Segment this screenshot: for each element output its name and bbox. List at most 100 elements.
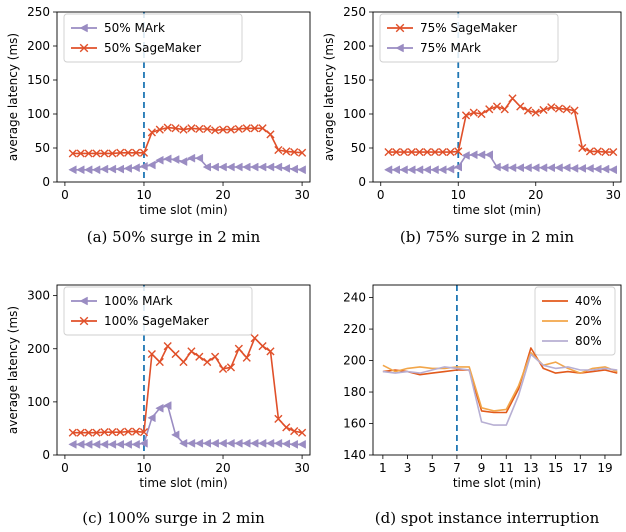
data-point <box>569 163 579 173</box>
data-point <box>163 401 172 411</box>
x-tick-label: 30 <box>294 188 309 202</box>
data-point <box>68 439 77 449</box>
legend-box <box>63 13 243 63</box>
data-point <box>516 102 525 111</box>
data-point <box>186 438 196 448</box>
data-point <box>147 413 156 423</box>
x-tick-label: 0 <box>61 461 69 475</box>
data-point <box>131 163 140 173</box>
x-tick-label: 5 <box>428 461 436 475</box>
data-point <box>226 162 235 172</box>
data-point <box>107 439 117 449</box>
legend-label: 20% <box>575 314 602 328</box>
x-tick-label: 30 <box>606 188 621 202</box>
data-point <box>273 438 283 448</box>
legend-label: 100% MArk <box>104 294 173 308</box>
data-point <box>124 427 133 436</box>
y-tick-label: 100 <box>27 107 50 121</box>
data-point <box>477 109 486 119</box>
data-point <box>99 164 109 174</box>
legend-marker <box>79 23 88 33</box>
data-point <box>281 439 291 449</box>
data-point <box>163 123 172 132</box>
data-point <box>265 438 275 448</box>
legend-box <box>63 286 253 336</box>
y-tick-label: 200 <box>27 39 50 53</box>
data-point <box>523 163 532 173</box>
data-point <box>515 163 524 173</box>
x-tick-label: 15 <box>548 461 563 475</box>
data-point <box>500 105 509 114</box>
data-point <box>407 147 416 157</box>
data-point <box>226 438 235 448</box>
data-point <box>131 148 141 157</box>
y-axis-label: average latency (ms) <box>322 33 336 161</box>
data-point <box>218 364 228 374</box>
y-axis-label: average latency (ms) <box>6 33 20 161</box>
data-point <box>139 161 148 171</box>
x-tick-label: 0 <box>377 188 385 202</box>
data-point <box>186 153 196 163</box>
plot-frame <box>56 11 311 183</box>
data-point <box>454 147 463 156</box>
data-point <box>92 428 101 437</box>
data-point <box>547 103 556 112</box>
y-tick-label: 0 <box>358 175 366 189</box>
data-point <box>407 165 416 175</box>
data-point <box>107 164 117 174</box>
x-tick-label: 17 <box>573 461 588 475</box>
data-point <box>399 165 408 175</box>
data-point <box>92 149 101 158</box>
data-point <box>211 352 220 361</box>
x-tick-label: 13 <box>523 461 538 475</box>
data-point <box>210 438 219 448</box>
x-tick-label: 9 <box>478 461 486 475</box>
data-point <box>290 426 299 436</box>
data-point <box>289 439 298 449</box>
data-point <box>453 162 462 172</box>
data-point <box>485 105 494 114</box>
data-point <box>469 108 478 117</box>
data-point <box>139 438 148 448</box>
data-point <box>171 155 180 164</box>
data-point <box>187 124 196 133</box>
panel-c: 0 100 200 300 0 10 20 30 time slot (min) average … <box>6 284 311 527</box>
data-point <box>258 341 267 351</box>
data-point <box>147 128 156 137</box>
data-point <box>116 428 125 437</box>
series-line <box>382 347 618 414</box>
data-point <box>218 125 228 134</box>
y-tick-label: 140 <box>343 448 366 462</box>
series-line <box>382 351 618 412</box>
data-point <box>155 403 164 413</box>
y-axis-label: average latency (ms) <box>6 306 20 434</box>
y-tick-label: 200 <box>27 342 50 356</box>
data-point <box>187 347 196 356</box>
data-point <box>76 149 85 158</box>
legend-label: 50% SageMaker <box>104 41 201 55</box>
data-point <box>226 125 236 134</box>
legend-label: 75% MArk <box>420 41 481 55</box>
data-point <box>266 347 275 356</box>
data-point <box>139 428 149 437</box>
data-point <box>438 165 447 175</box>
data-point <box>84 439 93 449</box>
data-point <box>218 438 227 448</box>
data-point <box>234 438 243 448</box>
data-point <box>195 352 204 361</box>
x-tick-label: 20 <box>215 188 230 202</box>
series-1 <box>68 123 307 158</box>
data-point <box>546 163 555 173</box>
data-point <box>531 163 540 173</box>
data-point <box>155 125 164 134</box>
x-axis-label: time slot (min) <box>139 476 227 490</box>
data-point <box>593 147 602 156</box>
panel-a: 0 50 100 150 200 250 0 10 20 30 time slot (min) ave… <box>6 5 311 246</box>
data-point <box>155 357 164 367</box>
legend-box <box>534 286 616 356</box>
data-point <box>250 334 259 343</box>
plot-frame <box>372 11 622 183</box>
data-point <box>423 147 432 157</box>
panel-caption: (d) spot instance interruption <box>375 509 600 527</box>
